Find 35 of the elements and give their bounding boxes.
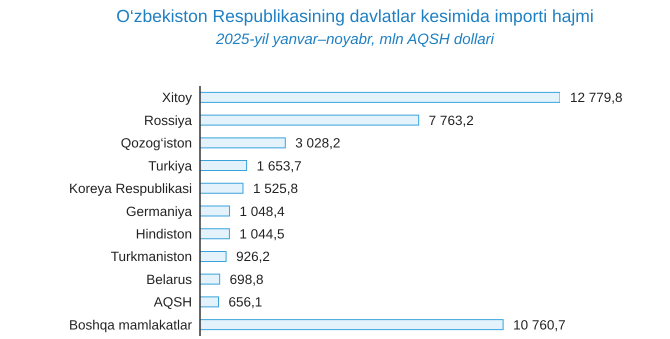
- chart-title: O‘zbekiston Respublikasining davlatlar kesimida importi hajmi: [115, 6, 595, 27]
- y-tick-label: Belarus: [146, 272, 192, 287]
- y-tick-label: AQSH: [154, 294, 192, 310]
- y-tick-label: Rossiya: [144, 112, 192, 128]
- bar: [200, 250, 227, 262]
- data-label: 1 653,7: [256, 158, 302, 174]
- bar: [200, 137, 286, 148]
- y-tick-label: Qozog‘iston: [120, 136, 192, 151]
- data-label: 1 525,8: [252, 181, 298, 196]
- data-label: 1 048,4: [240, 204, 286, 219]
- bar: [200, 114, 420, 126]
- data-label: 1 044,5: [239, 226, 284, 242]
- y-tick-label: Koreya Respublikasi: [68, 181, 192, 196]
- bar: [200, 296, 219, 308]
- bar: [200, 160, 248, 172]
- y-tick-label: Xitoy: [162, 90, 192, 106]
- bar: [200, 319, 504, 330]
- y-tick-label: Germaniya: [126, 204, 192, 219]
- data-label: 656,1: [228, 294, 262, 310]
- chart-subtitle: 2025-yil yanvar–noyabr, mln AQSH dollari: [215, 31, 496, 48]
- y-tick-label: Turkmaniston: [110, 249, 192, 264]
- data-label: 10 760,7: [513, 317, 566, 332]
- bar: [200, 228, 230, 240]
- data-label: 698,8: [230, 272, 264, 287]
- bar: [200, 182, 244, 194]
- y-tick-label: Turkiya: [148, 158, 192, 174]
- data-label: 926,2: [236, 249, 270, 264]
- data-label: 3 028,2: [295, 136, 340, 151]
- y-tick-label: Hindiston: [136, 226, 192, 242]
- bar: [200, 92, 560, 103]
- data-label: 12 779,8: [570, 90, 623, 106]
- y-tick-label: Boshqa mamlakatlar: [68, 317, 192, 332]
- bar: [200, 274, 220, 285]
- data-label: 7 763,2: [428, 112, 474, 128]
- bar: [200, 206, 230, 216]
